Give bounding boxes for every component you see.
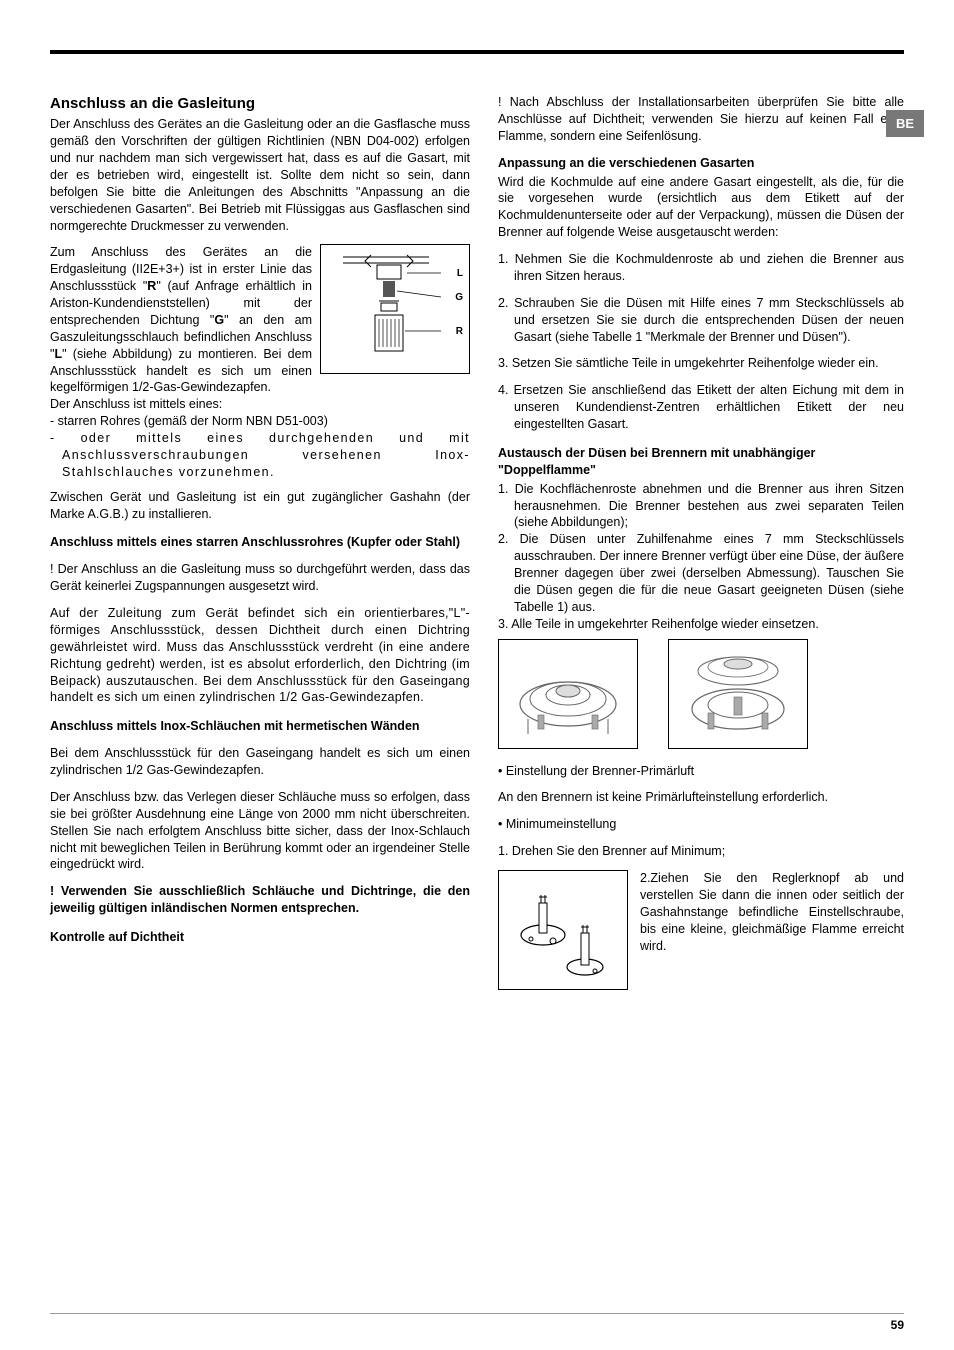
connector-diagram: L G R xyxy=(320,244,470,374)
heading-gas-adaptation: Anpassung an die verschiedenen Gasarten xyxy=(498,155,904,172)
heading-connection: Anschluss an die Gasleitung xyxy=(50,94,470,114)
paragraph: An den Brennern ist keine Primärlufteins… xyxy=(498,789,904,806)
paragraph: Auf der Zuleitung zum Gerät befindet sic… xyxy=(50,605,470,706)
list-item: 1. Die Kochflächenroste abnehmen und die… xyxy=(498,481,904,532)
list-item: • Minimumeinstellung xyxy=(498,816,904,833)
primary-air-list: • Einstellung der Brenner-Primärluft xyxy=(498,763,904,780)
paragraph: ! Nach Abschluss der Installationsarbeit… xyxy=(498,94,904,145)
burner-figures xyxy=(498,639,904,749)
list-item: - starren Rohres (gemäß der Norm NBN D51… xyxy=(50,413,470,430)
header-rule xyxy=(50,50,904,54)
list-item: • Einstellung der Brenner-Primärluft xyxy=(498,763,904,780)
paragraph-warning: ! Verwenden Sie ausschließlich Schläuche… xyxy=(50,883,470,917)
paragraph: Bei dem Anschlussstück für den Gaseingan… xyxy=(50,745,470,779)
right-column: ! Nach Abschluss der Installationsarbeit… xyxy=(498,94,904,990)
diagram-label-r: R xyxy=(456,325,463,339)
heading-rigid-pipe: Anschluss mittels eines starren Anschlus… xyxy=(50,534,470,551)
heading-inox-hose: Anschluss mittels Inox-Schläuchen mit he… xyxy=(50,718,470,735)
list-item: 1. Drehen Sie den Brenner auf Minimum; xyxy=(498,843,904,860)
list-item: 1. Nehmen Sie die Kochmuldenroste ab und… xyxy=(498,251,904,285)
paragraph: ! Der Anschluss an die Gasleitung muss s… xyxy=(50,561,470,595)
steps-list: 1. Nehmen Sie die Kochmuldenroste ab und… xyxy=(498,251,904,433)
paragraph: Zwischen Gerät und Gasleitung ist ein gu… xyxy=(50,489,470,523)
steps-list-2: 1. Die Kochflächenroste abnehmen und die… xyxy=(498,481,904,633)
connection-list: - starren Rohres (gemäß der Norm NBN D51… xyxy=(50,413,470,481)
diagram-block: L G R Zum Anschluss des Gerätes an die E… xyxy=(50,244,470,396)
list-item: 3. Setzen Sie sämtliche Teile in umgekeh… xyxy=(498,355,904,372)
burner-figure-1 xyxy=(498,639,638,749)
list-item: 2. Schrauben Sie die Düsen mit Hilfe ein… xyxy=(498,295,904,346)
heading-tightness-check: Kontrolle auf Dichtheit xyxy=(50,929,470,946)
burner-figure-2 xyxy=(668,639,808,749)
paragraph: Wird die Kochmulde auf eine andere Gasar… xyxy=(498,174,904,242)
left-column: Anschluss an die Gasleitung Der Anschlus… xyxy=(50,94,470,990)
list-item: 4. Ersetzen Sie anschließend das Etikett… xyxy=(498,382,904,433)
language-badge: BE xyxy=(886,110,924,137)
heading-double-flame: Austausch der Düsen bei Brennern mit una… xyxy=(498,445,904,479)
paragraph: Der Anschluss des Gerätes an die Gasleit… xyxy=(50,116,470,234)
paragraph: Der Anschluss bzw. das Verlegen dieser S… xyxy=(50,789,470,873)
page-number: 59 xyxy=(50,1313,904,1332)
knob-figure xyxy=(498,870,628,990)
minimum-list: • Minimumeinstellung xyxy=(498,816,904,833)
list-item: - oder mittels eines durchgehenden und m… xyxy=(50,430,470,481)
diagram-label-g: G xyxy=(455,291,463,305)
main-content: Anschluss an die Gasleitung Der Anschlus… xyxy=(50,94,904,990)
diagram-label-l: L xyxy=(457,267,463,281)
knob-block: 2.Ziehen Sie den Reglerknopf ab und vers… xyxy=(498,870,904,990)
list-item: 2. Die Düsen unter Zuhilfenahme eines 7 … xyxy=(498,531,904,615)
min-steps: 1. Drehen Sie den Brenner auf Minimum; xyxy=(498,843,904,860)
list-item: 3. Alle Teile in umgekehrter Reihenfolge… xyxy=(498,616,904,633)
paragraph: Der Anschluss ist mittels eines: xyxy=(50,396,470,413)
